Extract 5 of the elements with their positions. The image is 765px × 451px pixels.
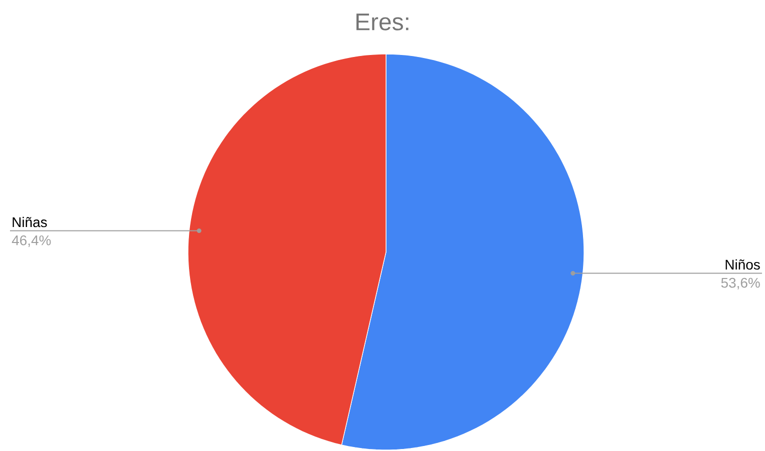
slice-label: Niñas [12,216,47,228]
data-label: 46,4% [12,235,51,247]
data-label: 53,6% [721,278,760,290]
slice-label: Niños [726,259,760,270]
chart-title: Eres: [356,14,408,30]
